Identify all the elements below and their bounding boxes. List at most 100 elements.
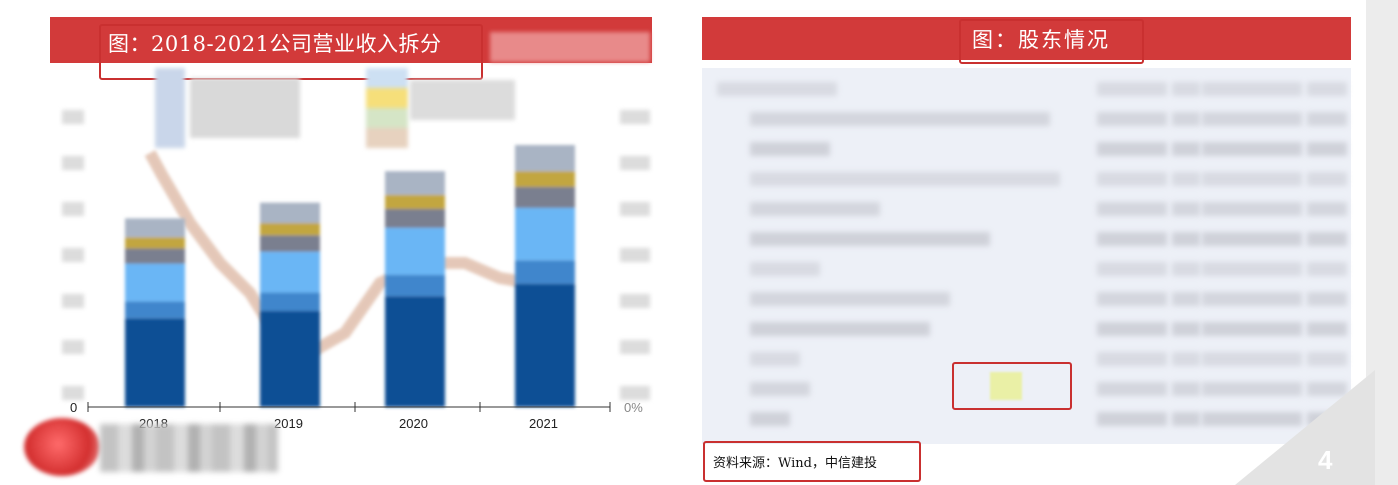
legend-swatch-column — [155, 68, 185, 148]
y2-axis-min-label: 0% — [624, 400, 643, 415]
table-cell — [717, 82, 837, 96]
table-cell — [1097, 232, 1167, 246]
right-table-title: 图：股东情况 — [972, 28, 1110, 52]
y-axis-min-label: 0 — [70, 400, 77, 415]
company-logo — [24, 418, 100, 476]
page-number: 4 — [1318, 445, 1333, 475]
bar-2020-segment-3 — [385, 227, 445, 275]
bar-2019-segment-5 — [260, 223, 320, 236]
table-cell — [1097, 292, 1167, 306]
x-tick-label-2019: 2019 — [274, 416, 303, 431]
table-cell — [1202, 142, 1302, 156]
blurred-title-suffix — [490, 32, 650, 62]
bar-2018-segment-4 — [125, 248, 185, 264]
table-cell — [1202, 412, 1302, 426]
table-cell — [1202, 112, 1302, 126]
table-row — [702, 314, 1351, 344]
table-row — [702, 104, 1351, 134]
table-cell — [1172, 142, 1200, 156]
table-row — [702, 344, 1351, 374]
bar-2021-segment-2 — [515, 260, 575, 284]
source-note: 资料来源：Wind，中信建投 — [713, 456, 877, 471]
table-cell — [1307, 382, 1347, 396]
table-row — [702, 374, 1351, 404]
bar-2018-segment-3 — [125, 263, 185, 302]
legend-text-block-2 — [410, 80, 515, 120]
table-highlight-box — [952, 362, 1072, 410]
table-cell — [1307, 202, 1347, 216]
revenue-stacked-bar-chart: 0 0% 2018201920202021 — [70, 145, 643, 431]
table-cell — [1172, 232, 1200, 246]
table-cell — [750, 352, 800, 366]
table-cell — [750, 382, 810, 396]
table-cell — [1097, 172, 1167, 186]
table-cell — [750, 292, 950, 306]
table-cell — [1202, 202, 1302, 216]
table-cell — [1202, 172, 1302, 186]
table-cell — [1097, 382, 1167, 396]
bar-2020-segment-6 — [385, 171, 445, 195]
left-chart-title: 图：2018-2021公司营业收入拆分 — [108, 32, 442, 56]
left-axis-ticks — [62, 110, 84, 400]
bar-2020-segment-2 — [385, 274, 445, 297]
bar-2019-segment-6 — [260, 202, 320, 224]
table-row — [702, 254, 1351, 284]
bar-2021-segment-4 — [515, 186, 575, 208]
table-cell — [1202, 82, 1302, 96]
bar-2018-segment-6 — [125, 218, 185, 238]
right-title-banner — [702, 17, 1351, 60]
table-cell — [1172, 292, 1200, 306]
table-cell — [1172, 352, 1200, 366]
source-note-box — [703, 441, 921, 482]
table-cell — [1307, 352, 1347, 366]
table-row — [702, 164, 1351, 194]
bar-2021-segment-6 — [515, 145, 575, 172]
table-cell — [1172, 202, 1200, 216]
table-cell — [1097, 352, 1167, 366]
shareholder-table — [702, 68, 1351, 444]
bar-2020-segment-4 — [385, 208, 445, 228]
table-cell — [1307, 322, 1347, 336]
bar-2018-segment-1 — [125, 318, 185, 407]
table-cell — [750, 322, 930, 336]
table-cell — [1202, 352, 1302, 366]
table-row — [702, 134, 1351, 164]
highlighted-cell — [990, 372, 1022, 400]
table-cell — [1307, 82, 1347, 96]
table-row — [702, 224, 1351, 254]
table-cell — [1307, 232, 1347, 246]
bar-2021-segment-3 — [515, 207, 575, 261]
x-tick-label-2020: 2020 — [399, 416, 428, 431]
table-cell — [750, 142, 830, 156]
table-cell — [1307, 172, 1347, 186]
table-cell — [750, 202, 880, 216]
table-cell — [750, 412, 790, 426]
right-axis-ticks — [620, 110, 650, 400]
table-cell — [1172, 262, 1200, 276]
table-cell — [1097, 82, 1167, 96]
table-cell — [1172, 82, 1200, 96]
table-cell — [1202, 292, 1302, 306]
table-cell — [1307, 262, 1347, 276]
table-cell — [750, 232, 990, 246]
bar-2021-segment-1 — [515, 283, 575, 407]
table-cell — [750, 262, 820, 276]
right-title-highlight-box — [959, 19, 1144, 64]
bar-2020-segment-5 — [385, 194, 445, 209]
table-cell — [1097, 142, 1167, 156]
table-cell — [1097, 112, 1167, 126]
table-cell — [1172, 112, 1200, 126]
table-cell — [1097, 202, 1167, 216]
table-cell — [1202, 262, 1302, 276]
trend-line — [144, 150, 531, 360]
table-row — [702, 74, 1351, 104]
table-row — [702, 194, 1351, 224]
table-cell — [1307, 292, 1347, 306]
table-cell — [1172, 382, 1200, 396]
bar-2020-segment-1 — [385, 296, 445, 407]
table-cell — [1202, 322, 1302, 336]
table-cell — [1172, 322, 1200, 336]
bar-2019-segment-1 — [260, 310, 320, 407]
bar-2021-segment-5 — [515, 171, 575, 187]
table-cell — [750, 172, 1060, 186]
